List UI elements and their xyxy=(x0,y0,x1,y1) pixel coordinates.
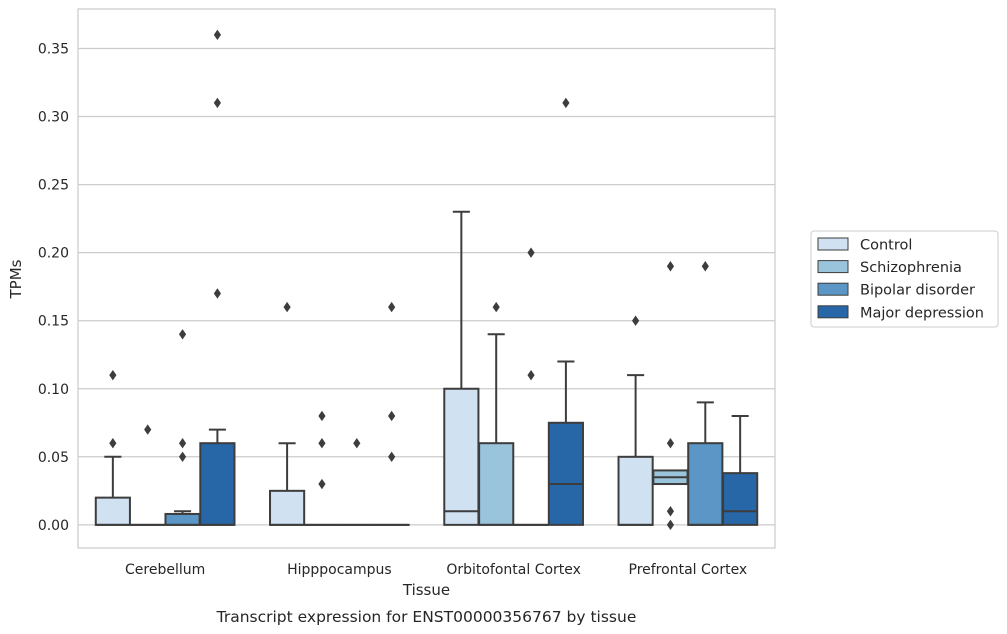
box-control xyxy=(269,301,306,526)
y-tick-label: 0.25 xyxy=(38,178,69,194)
outlier-point xyxy=(666,261,675,272)
legend-swatch xyxy=(817,237,849,251)
outlier-point xyxy=(144,424,152,435)
outlier-point xyxy=(492,301,500,313)
outlier-point xyxy=(562,97,570,109)
y-tick-label: 0.10 xyxy=(38,382,69,398)
outlier-point xyxy=(666,519,675,531)
box-iqr xyxy=(547,421,584,526)
outlier-point xyxy=(213,29,221,41)
outlier-point xyxy=(666,437,675,449)
outlier-point xyxy=(388,301,396,313)
box-control xyxy=(617,315,654,526)
outlier-point xyxy=(318,437,326,449)
y-tick-labels: 0.00 0.05 0.10 0.15 0.20 0.25 0.30 0.35 xyxy=(38,41,69,533)
box-major-depression xyxy=(547,97,584,526)
x-axis-title: Tissue xyxy=(402,581,450,599)
legend-label: Major depression xyxy=(860,305,984,321)
outlier-point xyxy=(109,369,117,381)
plot-area xyxy=(78,9,775,548)
box-control xyxy=(443,210,480,526)
outlier-point xyxy=(213,97,221,109)
box-major-depression xyxy=(373,301,410,526)
y-axis-title: TPMs xyxy=(7,259,25,299)
legend: Control Schizophrenia Bipolar disorder Majo… xyxy=(810,230,999,328)
x-tick-labels: Cerebellum Hipppocampus Orbitofontal Corte… xyxy=(125,562,747,578)
y-tick-label: 0.00 xyxy=(38,518,69,534)
grid xyxy=(78,47,775,526)
box-iqr xyxy=(478,442,515,526)
y-tick-label: 0.15 xyxy=(38,314,69,330)
outlier-point xyxy=(213,288,221,299)
x-tick-label: Hipppocampus xyxy=(287,562,392,578)
box-schizophrenia xyxy=(652,261,689,531)
box-iqr xyxy=(443,387,480,526)
legend-label: Control xyxy=(860,238,912,254)
y-tick-label: 0.35 xyxy=(38,41,69,57)
y-tick-label: 0.20 xyxy=(38,246,69,262)
outlier-point xyxy=(178,329,187,340)
legend-swatch xyxy=(817,260,849,274)
x-tick-label: Prefrontal Cortex xyxy=(629,562,748,578)
y-tick-label: 0.05 xyxy=(38,450,69,466)
outlier-point xyxy=(353,437,361,449)
box-bipolar-disorder xyxy=(687,261,724,526)
box-major-depression xyxy=(199,29,236,526)
box-iqr xyxy=(164,512,201,526)
outlier-point xyxy=(318,410,326,422)
outlier-point xyxy=(527,369,535,381)
outlier-point xyxy=(283,301,291,313)
legend-swatch xyxy=(817,282,849,296)
outlier-point xyxy=(701,261,709,272)
x-tick-label: Orbitofontal Cortex xyxy=(446,562,581,578)
box-iqr xyxy=(199,442,236,526)
outlier-point xyxy=(388,451,396,463)
y-tick-label: 0.30 xyxy=(38,110,69,126)
outlier-point xyxy=(666,506,675,517)
legend-label: Bipolar disorder xyxy=(860,283,975,299)
outlier-point xyxy=(388,410,396,422)
box-iqr xyxy=(617,455,654,526)
box-iqr xyxy=(722,472,759,526)
figure-caption: Transcript expression for ENST0000035676… xyxy=(216,608,637,626)
outlier-point xyxy=(527,247,535,258)
plot-frame xyxy=(77,8,776,549)
outlier-point xyxy=(178,451,187,463)
box-iqr xyxy=(687,442,724,526)
legend-swatch xyxy=(817,305,849,319)
box-schizophrenia xyxy=(478,301,515,526)
box-bipolar-disorder xyxy=(164,329,201,526)
box-iqr xyxy=(94,496,131,526)
x-tick-label: Cerebellum xyxy=(125,562,205,578)
outlier-point xyxy=(632,315,640,326)
boxes xyxy=(94,29,759,531)
outlier-point xyxy=(318,478,326,490)
box-major-depression xyxy=(722,414,759,526)
legend-frame xyxy=(810,230,999,328)
box-iqr xyxy=(269,489,306,526)
outlier-point xyxy=(178,437,187,449)
outlier-point xyxy=(109,437,117,449)
legend-label: Schizophrenia xyxy=(860,260,962,276)
box-control xyxy=(94,369,131,526)
